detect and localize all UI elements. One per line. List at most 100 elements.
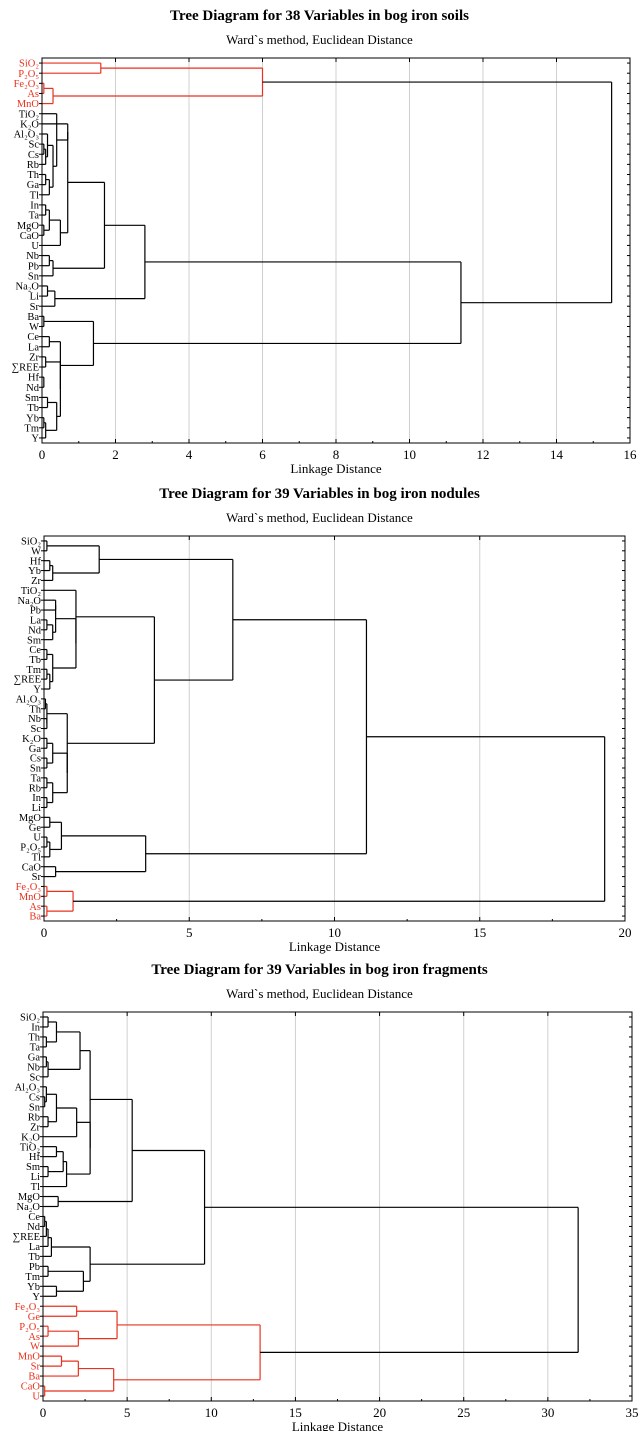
x-tick-label: 5 — [186, 925, 193, 940]
leaf-label: La — [29, 1242, 40, 1253]
x-tick-label: 12 — [477, 447, 490, 462]
leaf-label: Al₂O₃ — [15, 1082, 41, 1093]
leaf-label: W — [30, 1342, 40, 1353]
leaf-label: Th — [29, 704, 41, 715]
leaf-label: Al₂O₃ — [14, 130, 40, 141]
leaf-label: Ba — [29, 912, 41, 923]
leaf-label: Nd — [28, 625, 42, 636]
leaf-label: SiO₂ — [21, 537, 41, 548]
leaf-label: Na₂O — [17, 1202, 41, 1213]
leaf-label: In — [32, 793, 41, 804]
leaf-label: Yb — [28, 566, 41, 577]
leaf-label: Tb — [28, 1252, 40, 1263]
x-axis-label: Linkage Distance — [289, 939, 381, 954]
leaf-label: ∑REE — [13, 1232, 40, 1243]
chart-title: Tree Diagram for 39 Variables in bog iro… — [159, 486, 480, 502]
leaf-label: As — [28, 1332, 40, 1343]
leaf-label: As — [27, 89, 39, 100]
x-tick-label: 8 — [333, 447, 340, 462]
x-tick-label: 15 — [473, 925, 486, 940]
leaf-label: Pb — [29, 1262, 40, 1273]
leaf-label: Tb — [29, 655, 41, 666]
leaf-label: MgO — [19, 813, 42, 824]
leaf-label: ∑REE — [12, 363, 39, 374]
x-tick-label: 16 — [624, 447, 638, 462]
leaf-label: Sn — [28, 271, 40, 282]
leaf-label: Sm — [25, 393, 39, 404]
x-tick-label: 25 — [457, 1405, 470, 1420]
leaf-label: Cs — [28, 150, 39, 161]
leaf-label: Ta — [31, 773, 42, 784]
leaf-label: Cs — [30, 754, 41, 765]
leaf-label: Ga — [28, 1052, 41, 1063]
leaf-label: TiO₂ — [20, 1142, 41, 1153]
dendrogram-soils: SiO₂P₂O₅Fe₂O₃AsMnOTiO₂K₂OAl₂O₃ScCsRbThGa… — [12, 57, 638, 476]
leaf-label: K₂O — [20, 119, 39, 130]
leaf-label: P₂O₅ — [19, 1322, 40, 1333]
leaf-label: Li — [31, 1172, 40, 1183]
leaf-label: Sr — [30, 302, 40, 313]
leaf-label: MnO — [19, 892, 42, 903]
leaf-label: CaO — [22, 862, 42, 873]
leaf-label: Al₂O₃ — [16, 694, 42, 705]
leaf-label: Ga — [27, 180, 40, 191]
x-tick-label: 35 — [626, 1405, 639, 1420]
x-tick-label: 20 — [373, 1405, 386, 1420]
leaf-label: K₂O — [22, 734, 41, 745]
leaf-label: W — [31, 546, 41, 557]
x-tick-label: 0 — [41, 925, 48, 940]
leaf-label: U — [31, 241, 39, 252]
leaf-label: Sn — [30, 764, 42, 775]
leaf-label: Tb — [27, 403, 39, 414]
leaf-label: Yb — [27, 1282, 40, 1293]
x-tick-label: 14 — [550, 447, 564, 462]
leaf-label: Sc — [30, 1072, 41, 1083]
leaf-label: Tm — [24, 423, 39, 434]
leaf-label: Th — [28, 1033, 40, 1044]
leaf-label: Ta — [29, 211, 40, 222]
leaf-label: MnO — [18, 1352, 41, 1363]
leaf-label: Zr — [30, 1122, 40, 1133]
leaf-label: SiO₂ — [19, 59, 39, 70]
chart-title: Tree Diagram for 39 Variables in bog iro… — [151, 962, 488, 978]
leaf-label: Zr — [31, 576, 41, 587]
leaf-label: Fe₂O₃ — [14, 79, 40, 90]
leaf-label: In — [31, 1023, 40, 1034]
leaf-label: Sm — [27, 635, 41, 646]
leaf-label: Rb — [28, 1112, 40, 1123]
leaf-label: Pb — [28, 261, 39, 272]
chart-title: Tree Diagram for 38 Variables in bog iro… — [170, 8, 469, 24]
chart-subtitle: Ward`s method, Euclidean Distance — [226, 510, 413, 525]
leaf-label: Sc — [29, 140, 40, 151]
leaf-label: Nd — [26, 383, 40, 394]
leaf-label: Tm — [26, 665, 41, 676]
leaf-label: Ce — [28, 1212, 40, 1223]
x-tick-label: 0 — [40, 1405, 47, 1420]
leaf-label: Sr — [31, 1362, 41, 1373]
leaf-label: CaO — [21, 1382, 41, 1393]
leaf-label: Nb — [27, 1062, 40, 1073]
leaf-label: Ge — [29, 823, 42, 834]
x-tick-label: 10 — [328, 925, 341, 940]
leaf-label: Sn — [29, 1102, 41, 1113]
leaf-label: Ga — [29, 744, 42, 755]
x-tick-label: 4 — [186, 447, 193, 462]
x-tick-label: 15 — [289, 1405, 302, 1420]
x-axis-label: Linkage Distance — [292, 1419, 384, 1431]
leaf-label: Sc — [31, 724, 42, 735]
leaf-label: Tl — [30, 190, 39, 201]
leaf-label: P₂O₅ — [20, 843, 41, 854]
chart-subtitle: Ward`s method, Euclidean Distance — [226, 32, 413, 47]
leaf-label: Li — [32, 803, 41, 814]
leaf-label: In — [30, 201, 39, 212]
leaf-label: Pb — [30, 606, 41, 617]
leaf-label: Hf — [30, 556, 42, 567]
leaf-label: U — [33, 833, 41, 844]
leaf-label: Zr — [29, 352, 39, 363]
leaf-label: U — [32, 1392, 40, 1403]
leaf-label: ∑REE — [14, 675, 41, 686]
leaf-label: Fe₂O₃ — [15, 1302, 41, 1313]
x-tick-label: 5 — [124, 1405, 131, 1420]
